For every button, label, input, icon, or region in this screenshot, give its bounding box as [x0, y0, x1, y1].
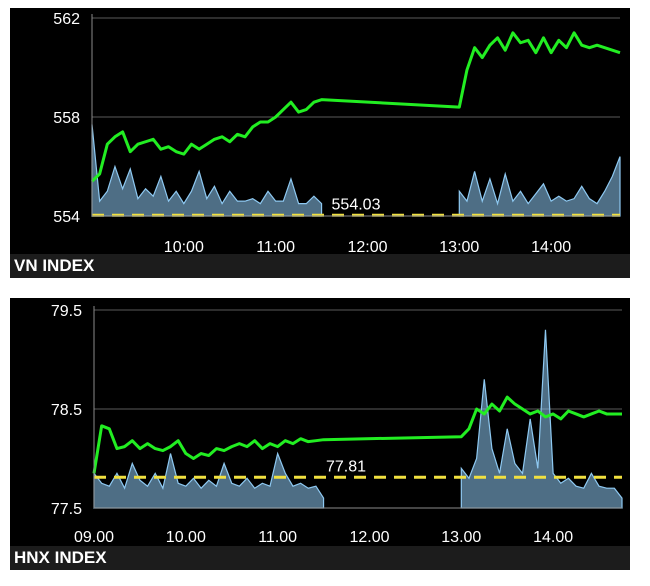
vn-price-line — [90, 31, 621, 183]
vn-index-plot: 554 558 562 10:00 11:00 12:00 13:00 14:00 554.03 — [53, 11, 621, 256]
vn-x-tick-label: 14:00 — [531, 239, 571, 256]
hnx-y-tick-label: 78.5 — [51, 402, 82, 419]
hnx-y-tick-label: 77.5 — [51, 501, 82, 518]
hnx-x-tick-label: 11.00 — [258, 529, 297, 546]
hnx-index-title: HNX INDEX — [14, 548, 107, 567]
hnx-x-tick-label: 09.00 — [74, 529, 114, 546]
vn-y-tick-label: 558 — [53, 110, 80, 127]
vn-x-tick-label: 10:00 — [164, 239, 204, 256]
hnx-x-tick-label: 12.00 — [349, 529, 389, 546]
hnx-volume-area — [460, 329, 623, 509]
vn-index-title: VN INDEX — [14, 256, 95, 275]
hnx-x-tick-label: 10.00 — [166, 529, 206, 546]
vn-y-tick-label: 554 — [53, 209, 80, 226]
vn-x-tick-label: 12:00 — [347, 239, 387, 256]
vn-volume-area — [458, 156, 621, 217]
vn-y-tick-label: 562 — [53, 11, 80, 28]
hnx-index-chart: 77.5 78.5 79.5 09.00 10.00 11.00 12.00 13.00 14.… — [10, 298, 630, 570]
hnx-index-plot: 77.5 78.5 79.5 09.00 10.00 11.00 12.00 13.00 14.… — [51, 303, 623, 546]
hnx-y-tick-label: 79.5 — [51, 303, 82, 320]
hnx-x-tick-label: 14.00 — [533, 529, 573, 546]
vn-index-chart: 554 558 562 10:00 11:00 12:00 13:00 14:00 554.03… — [10, 8, 630, 278]
vn-x-tick-label: 11:00 — [256, 239, 295, 256]
hnx-index-title-bar: HNX INDEX — [10, 546, 630, 570]
hnx-reference-label: 77.81 — [326, 458, 366, 475]
vn-x-tick-label: 13:00 — [439, 239, 479, 256]
hnx-price-line — [92, 395, 622, 474]
vn-reference-label: 554.03 — [332, 196, 381, 213]
vn-volume-area — [91, 124, 323, 217]
hnx-volume-area — [93, 451, 325, 509]
vn-index-title-bar: VN INDEX — [10, 254, 630, 278]
hnx-x-tick-label: 13.00 — [441, 529, 481, 546]
